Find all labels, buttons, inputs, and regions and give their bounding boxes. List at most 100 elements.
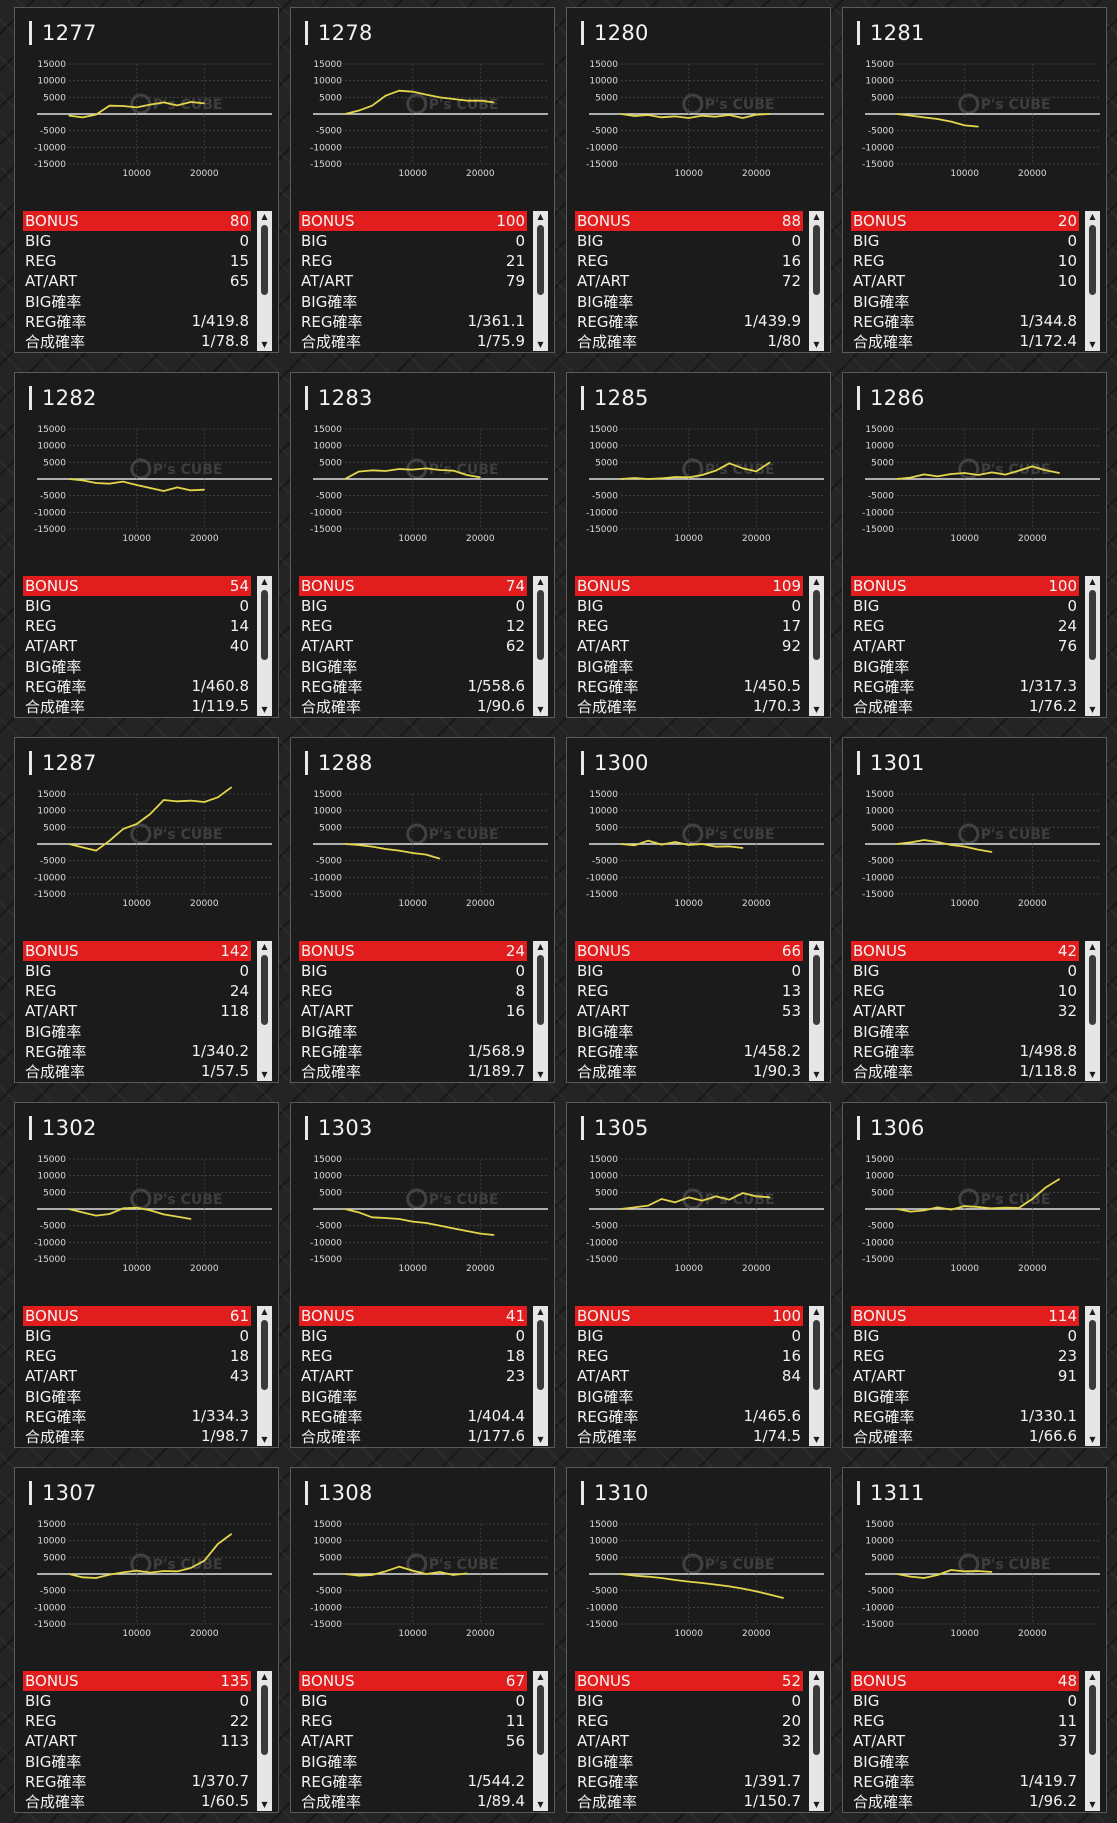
machine-card-1288[interactable]: 1288 P's CUBE 15000 10000 5000 -5000 -10000 -1… bbox=[290, 737, 555, 1083]
machine-card-1310[interactable]: 1310 P's CUBE 15000 10000 5000 -5000 -10000 -1… bbox=[566, 1467, 831, 1813]
triangle-down-icon[interactable]: ▼ bbox=[813, 1070, 820, 1079]
scrollbar-thumb[interactable] bbox=[1089, 225, 1096, 295]
machine-card-1277[interactable]: 1277 P's CUBE 15000 10000 5000 -5000 -10000 -1… bbox=[14, 7, 279, 353]
triangle-down-icon[interactable]: ▼ bbox=[261, 340, 268, 349]
machine-card-1308[interactable]: 1308 P's CUBE 15000 10000 5000 -5000 -10000 -1… bbox=[290, 1467, 555, 1813]
machine-card-1283[interactable]: 1283 P's CUBE 15000 10000 5000 -5000 -10000 -1… bbox=[290, 372, 555, 718]
scrollbar-thumb[interactable] bbox=[261, 590, 268, 660]
triangle-up-icon[interactable]: ▲ bbox=[1089, 1307, 1096, 1316]
machine-card-1303[interactable]: 1303 P's CUBE 15000 10000 5000 -5000 -10000 -1… bbox=[290, 1102, 555, 1448]
triangle-up-icon[interactable]: ▲ bbox=[1089, 212, 1096, 221]
scrollbar-thumb[interactable] bbox=[537, 590, 544, 660]
triangle-up-icon[interactable]: ▲ bbox=[261, 942, 268, 951]
machine-card-1286[interactable]: 1286 P's CUBE 15000 10000 5000 -5000 -10000 -1… bbox=[842, 372, 1107, 718]
scrollbar-thumb[interactable] bbox=[261, 955, 268, 1025]
stats-scrollbar[interactable]: ▲ ▼ bbox=[533, 1671, 548, 1811]
triangle-down-icon[interactable]: ▼ bbox=[1089, 340, 1096, 349]
triangle-up-icon[interactable]: ▲ bbox=[537, 212, 544, 221]
scrollbar-thumb[interactable] bbox=[813, 1685, 820, 1755]
scrollbar-thumb[interactable] bbox=[537, 955, 544, 1025]
triangle-down-icon[interactable]: ▼ bbox=[813, 340, 820, 349]
scrollbar-thumb[interactable] bbox=[261, 225, 268, 295]
stats-scrollbar[interactable]: ▲ ▼ bbox=[257, 1671, 272, 1811]
triangle-up-icon[interactable]: ▲ bbox=[537, 942, 544, 951]
triangle-down-icon[interactable]: ▼ bbox=[813, 1800, 820, 1809]
scrollbar-thumb[interactable] bbox=[1089, 590, 1096, 660]
stats-scrollbar[interactable]: ▲ ▼ bbox=[257, 211, 272, 351]
triangle-up-icon[interactable]: ▲ bbox=[261, 577, 268, 586]
stats-scrollbar[interactable]: ▲ ▼ bbox=[809, 941, 824, 1081]
triangle-up-icon[interactable]: ▲ bbox=[1089, 1672, 1096, 1681]
triangle-down-icon[interactable]: ▼ bbox=[1089, 705, 1096, 714]
triangle-up-icon[interactable]: ▲ bbox=[537, 577, 544, 586]
machine-card-1301[interactable]: 1301 P's CUBE 15000 10000 5000 -5000 -10000 -1… bbox=[842, 737, 1107, 1083]
scrollbar-thumb[interactable] bbox=[261, 1685, 268, 1755]
stats-scrollbar[interactable]: ▲ ▼ bbox=[809, 576, 824, 716]
triangle-down-icon[interactable]: ▼ bbox=[261, 1435, 268, 1444]
machine-card-1281[interactable]: 1281 P's CUBE 15000 10000 5000 -5000 -10000 -1… bbox=[842, 7, 1107, 353]
triangle-up-icon[interactable]: ▲ bbox=[813, 942, 820, 951]
stats-scrollbar[interactable]: ▲ ▼ bbox=[257, 576, 272, 716]
triangle-up-icon[interactable]: ▲ bbox=[261, 1307, 268, 1316]
stats-scrollbar[interactable]: ▲ ▼ bbox=[533, 211, 548, 351]
scrollbar-thumb[interactable] bbox=[1089, 955, 1096, 1025]
machine-card-1278[interactable]: 1278 P's CUBE 15000 10000 5000 -5000 -10000 -1… bbox=[290, 7, 555, 353]
triangle-down-icon[interactable]: ▼ bbox=[1089, 1800, 1096, 1809]
machine-card-1300[interactable]: 1300 P's CUBE 15000 10000 5000 -5000 -10000 -1… bbox=[566, 737, 831, 1083]
scrollbar-thumb[interactable] bbox=[813, 225, 820, 295]
stats-scrollbar[interactable]: ▲ ▼ bbox=[1085, 1671, 1100, 1811]
scrollbar-thumb[interactable] bbox=[1089, 1320, 1096, 1390]
triangle-up-icon[interactable]: ▲ bbox=[1089, 577, 1096, 586]
scrollbar-thumb[interactable] bbox=[537, 1685, 544, 1755]
triangle-down-icon[interactable]: ▼ bbox=[261, 1070, 268, 1079]
scrollbar-thumb[interactable] bbox=[537, 225, 544, 295]
stats-scrollbar[interactable]: ▲ ▼ bbox=[257, 1306, 272, 1446]
stats-scrollbar[interactable]: ▲ ▼ bbox=[533, 1306, 548, 1446]
triangle-up-icon[interactable]: ▲ bbox=[537, 1672, 544, 1681]
triangle-down-icon[interactable]: ▼ bbox=[537, 1800, 544, 1809]
triangle-down-icon[interactable]: ▼ bbox=[537, 1435, 544, 1444]
triangle-down-icon[interactable]: ▼ bbox=[261, 1800, 268, 1809]
machine-card-1311[interactable]: 1311 P's CUBE 15000 10000 5000 -5000 -10000 -1… bbox=[842, 1467, 1107, 1813]
triangle-down-icon[interactable]: ▼ bbox=[813, 705, 820, 714]
triangle-down-icon[interactable]: ▼ bbox=[537, 1070, 544, 1079]
machine-card-1285[interactable]: 1285 P's CUBE 15000 10000 5000 -5000 -10000 -1… bbox=[566, 372, 831, 718]
stats-scrollbar[interactable]: ▲ ▼ bbox=[1085, 1306, 1100, 1446]
machine-card-1282[interactable]: 1282 P's CUBE 15000 10000 5000 -5000 -10000 -1… bbox=[14, 372, 279, 718]
triangle-down-icon[interactable]: ▼ bbox=[537, 340, 544, 349]
triangle-down-icon[interactable]: ▼ bbox=[537, 705, 544, 714]
scrollbar-thumb[interactable] bbox=[813, 955, 820, 1025]
machine-card-1287[interactable]: 1287 P's CUBE 15000 10000 5000 -5000 -10000 -1… bbox=[14, 737, 279, 1083]
machine-card-1280[interactable]: 1280 P's CUBE 15000 10000 5000 -5000 -10000 -1… bbox=[566, 7, 831, 353]
stats-scrollbar[interactable]: ▲ ▼ bbox=[533, 941, 548, 1081]
triangle-down-icon[interactable]: ▼ bbox=[261, 705, 268, 714]
machine-card-1307[interactable]: 1307 P's CUBE 15000 10000 5000 -5000 -10000 -1… bbox=[14, 1467, 279, 1813]
triangle-up-icon[interactable]: ▲ bbox=[261, 1672, 268, 1681]
scrollbar-thumb[interactable] bbox=[813, 590, 820, 660]
triangle-down-icon[interactable]: ▼ bbox=[813, 1435, 820, 1444]
stats-scrollbar[interactable]: ▲ ▼ bbox=[257, 941, 272, 1081]
triangle-up-icon[interactable]: ▲ bbox=[813, 1307, 820, 1316]
scrollbar-thumb[interactable] bbox=[1089, 1685, 1096, 1755]
triangle-up-icon[interactable]: ▲ bbox=[537, 1307, 544, 1316]
stats-scrollbar[interactable]: ▲ ▼ bbox=[809, 1306, 824, 1446]
stats-scrollbar[interactable]: ▲ ▼ bbox=[1085, 941, 1100, 1081]
machine-card-1305[interactable]: 1305 P's CUBE 15000 10000 5000 -5000 -10000 -1… bbox=[566, 1102, 831, 1448]
triangle-up-icon[interactable]: ▲ bbox=[1089, 942, 1096, 951]
scrollbar-thumb[interactable] bbox=[537, 1320, 544, 1390]
stats-scrollbar[interactable]: ▲ ▼ bbox=[533, 576, 548, 716]
machine-card-1306[interactable]: 1306 P's CUBE 15000 10000 5000 -5000 -10000 -1… bbox=[842, 1102, 1107, 1448]
scrollbar-thumb[interactable] bbox=[813, 1320, 820, 1390]
machine-card-1302[interactable]: 1302 P's CUBE 15000 10000 5000 -5000 -10000 -1… bbox=[14, 1102, 279, 1448]
triangle-down-icon[interactable]: ▼ bbox=[1089, 1435, 1096, 1444]
triangle-up-icon[interactable]: ▲ bbox=[261, 212, 268, 221]
triangle-up-icon[interactable]: ▲ bbox=[813, 577, 820, 586]
stats-scrollbar[interactable]: ▲ ▼ bbox=[1085, 211, 1100, 351]
triangle-down-icon[interactable]: ▼ bbox=[1089, 1070, 1096, 1079]
stats-scrollbar[interactable]: ▲ ▼ bbox=[1085, 576, 1100, 716]
stats-scrollbar[interactable]: ▲ ▼ bbox=[809, 1671, 824, 1811]
triangle-up-icon[interactable]: ▲ bbox=[813, 212, 820, 221]
stats-scrollbar[interactable]: ▲ ▼ bbox=[809, 211, 824, 351]
scrollbar-thumb[interactable] bbox=[261, 1320, 268, 1390]
triangle-up-icon[interactable]: ▲ bbox=[813, 1672, 820, 1681]
